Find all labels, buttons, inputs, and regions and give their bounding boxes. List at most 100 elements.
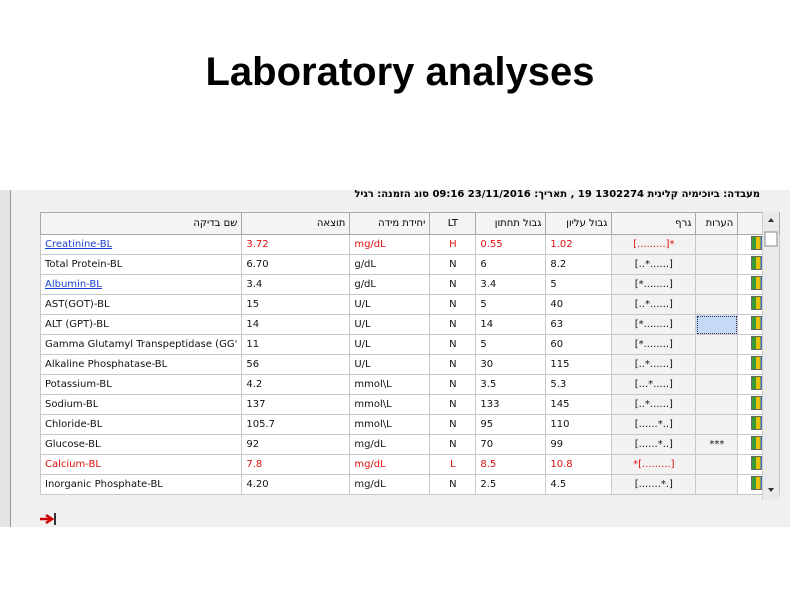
column-header: הערות xyxy=(695,212,739,235)
table-row: Glucose-BL 92 mg/dL N 70 99 [......*..] *** xyxy=(39,434,781,455)
test-name[interactable]: Creatinine-BL xyxy=(39,234,243,255)
cell: [*........] xyxy=(611,274,697,295)
cell: g/dL xyxy=(349,274,431,295)
cell: mg/dL xyxy=(349,234,431,255)
cell: 56 xyxy=(241,354,351,375)
cell xyxy=(695,454,739,475)
test-name: Potassium-BL xyxy=(39,374,243,395)
table-row: Calcium-BL 7.8 mg/dL L 8.5 10.8 *[.........] xyxy=(39,454,781,475)
cell: 105.7 xyxy=(241,414,351,435)
test-name: Alkaline Phosphatase-BL xyxy=(39,354,243,375)
cell: 5 xyxy=(475,294,547,315)
cell: *** xyxy=(695,434,739,455)
cell: 95 xyxy=(475,414,547,435)
cell: mg/dL xyxy=(349,434,431,455)
cell: mmol\L xyxy=(349,394,431,415)
cell: 5 xyxy=(545,274,613,295)
cell: 14 xyxy=(475,314,547,335)
cell: N xyxy=(429,334,477,355)
column-header: גבול תחתון xyxy=(475,212,547,235)
table-row: Albumin-BL 3.4 g/dL N 3.4 5 [*........] xyxy=(39,274,781,295)
cell: [.........]* xyxy=(611,234,697,255)
column-header: יחידת מידה xyxy=(349,212,431,235)
cell: U/L xyxy=(349,294,431,315)
column-header: שם בדיקה xyxy=(39,212,243,235)
test-name[interactable]: Albumin-BL xyxy=(39,274,243,295)
cell: [.......*.] xyxy=(611,474,697,495)
cell: 5.3 xyxy=(545,374,613,395)
cell: 5 xyxy=(475,334,547,355)
window-edge xyxy=(0,190,11,527)
cell: 115 xyxy=(545,354,613,375)
cell xyxy=(695,234,739,255)
cell: 10.8 xyxy=(545,454,613,475)
test-name: Gamma Glutamyl Transpeptidase (GG' xyxy=(39,334,243,355)
table-row: AST(GOT)-BL 15 U/L N 5 40 [..*......] xyxy=(39,294,781,315)
cell: 4.2 xyxy=(241,374,351,395)
cell: 40 xyxy=(545,294,613,315)
cell: L xyxy=(429,454,477,475)
cell xyxy=(695,354,739,375)
column-header: גבול עליון xyxy=(545,212,613,235)
cell: 14 xyxy=(241,314,351,335)
cell: g/dL xyxy=(349,254,431,275)
table-row: Alkaline Phosphatase-BL 56 U/L N 30 115 [..*..… xyxy=(39,354,781,375)
cell: 70 xyxy=(475,434,547,455)
scroll-arrows xyxy=(764,218,778,492)
cell xyxy=(695,474,739,495)
header-row: שם בדיקה תוצאה יחידת מידה LT גבול תחתון גבול … xyxy=(39,212,781,235)
cell: 133 xyxy=(475,394,547,415)
cell: 92 xyxy=(241,434,351,455)
table-row: Sodium-BL 137 mmol\L N 133 145 [..*......] xyxy=(39,394,781,415)
table-row: Potassium-BL 4.2 mmol\L N 3.5 5.3 [...*.....] xyxy=(39,374,781,395)
cell: N xyxy=(429,374,477,395)
cell: 4.5 xyxy=(545,474,613,495)
cell: 30 xyxy=(475,354,547,375)
cell: mg/dL xyxy=(349,454,431,475)
table-row: Creatinine-BL 3.72 mg/dL H 0.55 1.02 [........… xyxy=(39,234,781,255)
cell: N xyxy=(429,474,477,495)
cell xyxy=(695,314,739,335)
test-name: AST(GOT)-BL xyxy=(39,294,243,315)
test-name: Glucose-BL xyxy=(39,434,243,455)
cell: U/L xyxy=(349,334,431,355)
cell: 15 xyxy=(241,294,351,315)
cell: 63 xyxy=(545,314,613,335)
cell: [..*......] xyxy=(611,254,697,275)
test-name: Calcium-BL xyxy=(39,454,243,475)
cell xyxy=(695,374,739,395)
cell: N xyxy=(429,314,477,335)
cell xyxy=(695,394,739,415)
cell: 137 xyxy=(241,394,351,415)
cell: [..*......] xyxy=(611,354,697,375)
column-header: תוצאה xyxy=(241,212,351,235)
cell: H xyxy=(429,234,477,255)
cell: 8.5 xyxy=(475,454,547,475)
cell xyxy=(695,254,739,275)
header-line: מעבדה: ביוכימיה קלינית 1302274 19 , תארי… xyxy=(354,190,760,200)
cell: [*........] xyxy=(611,314,697,335)
cell: [..*......] xyxy=(611,394,697,415)
cell: N xyxy=(429,294,477,315)
table-row: Chloride-BL 105.7 mmol\L N 95 110 [......*..] xyxy=(39,414,781,435)
cell: mmol\L xyxy=(349,374,431,395)
cell: 4.20 xyxy=(241,474,351,495)
cell: N xyxy=(429,394,477,415)
cell: 60 xyxy=(545,334,613,355)
table-row: Total Protein-BL 6.70 g/dL N 6 8.2 [..*......] xyxy=(39,254,781,275)
cell: mmol\L xyxy=(349,414,431,435)
arrow-icon[interactable] xyxy=(40,512,60,526)
scrollbar[interactable] xyxy=(762,212,779,500)
test-name: Total Protein-BL xyxy=(39,254,243,275)
column-header: גרף xyxy=(611,212,697,235)
cell: 3.4 xyxy=(241,274,351,295)
cell: N xyxy=(429,414,477,435)
test-name: Inorganic Phosphate-BL xyxy=(39,474,243,495)
cell: 2.5 xyxy=(475,474,547,495)
cell: N xyxy=(429,434,477,455)
cell: U/L xyxy=(349,354,431,375)
table-row: ALT (GPT)-BL 14 U/L N 14 63 [*........] xyxy=(39,314,781,335)
cell: 1.02 xyxy=(545,234,613,255)
cell: 145 xyxy=(545,394,613,415)
cell: 7.8 xyxy=(241,454,351,475)
